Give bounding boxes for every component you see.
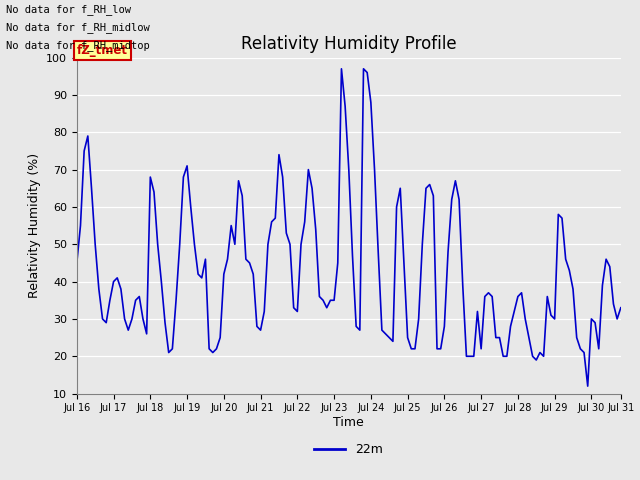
Text: No data for f_RH_low: No data for f_RH_low bbox=[6, 4, 131, 15]
Text: fZ_tmet: fZ_tmet bbox=[77, 44, 128, 57]
X-axis label: Time: Time bbox=[333, 416, 364, 429]
Text: No data for f_RH_midtop: No data for f_RH_midtop bbox=[6, 40, 150, 51]
Title: Relativity Humidity Profile: Relativity Humidity Profile bbox=[241, 35, 456, 53]
Legend: 22m: 22m bbox=[309, 438, 388, 461]
Text: No data for f_RH_midlow: No data for f_RH_midlow bbox=[6, 22, 150, 33]
Y-axis label: Relativity Humidity (%): Relativity Humidity (%) bbox=[28, 153, 40, 298]
